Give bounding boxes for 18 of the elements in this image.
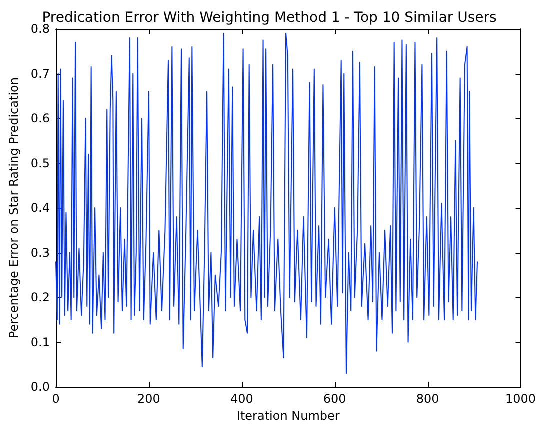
y-tick-label: 0.2 bbox=[30, 290, 50, 305]
y-tick-label: 0.6 bbox=[30, 112, 50, 126]
x-axis-title: Iteration Number bbox=[236, 409, 340, 423]
y-tick-label: 0.3 bbox=[30, 246, 50, 260]
y-tick-label: 0.0 bbox=[30, 380, 50, 394]
x-tick-label: 600 bbox=[323, 392, 346, 406]
x-tick-label: 400 bbox=[230, 392, 254, 406]
x-tick-label: 200 bbox=[137, 392, 160, 406]
y-tick-label: 0.1 bbox=[30, 335, 50, 350]
y-axis-title: Percentage Error on Star Rating Predication bbox=[7, 78, 21, 339]
y-tick-label: 0.7 bbox=[30, 66, 50, 81]
x-tick-label: 800 bbox=[416, 392, 440, 406]
line-series bbox=[56, 32, 478, 374]
y-tick-label: 0.8 bbox=[30, 22, 50, 36]
x-tick-label: 1000 bbox=[505, 392, 536, 406]
y-tick-label: 0.5 bbox=[30, 156, 50, 170]
x-tick-label: 0 bbox=[52, 392, 60, 406]
y-tick-label: 0.4 bbox=[30, 201, 50, 216]
